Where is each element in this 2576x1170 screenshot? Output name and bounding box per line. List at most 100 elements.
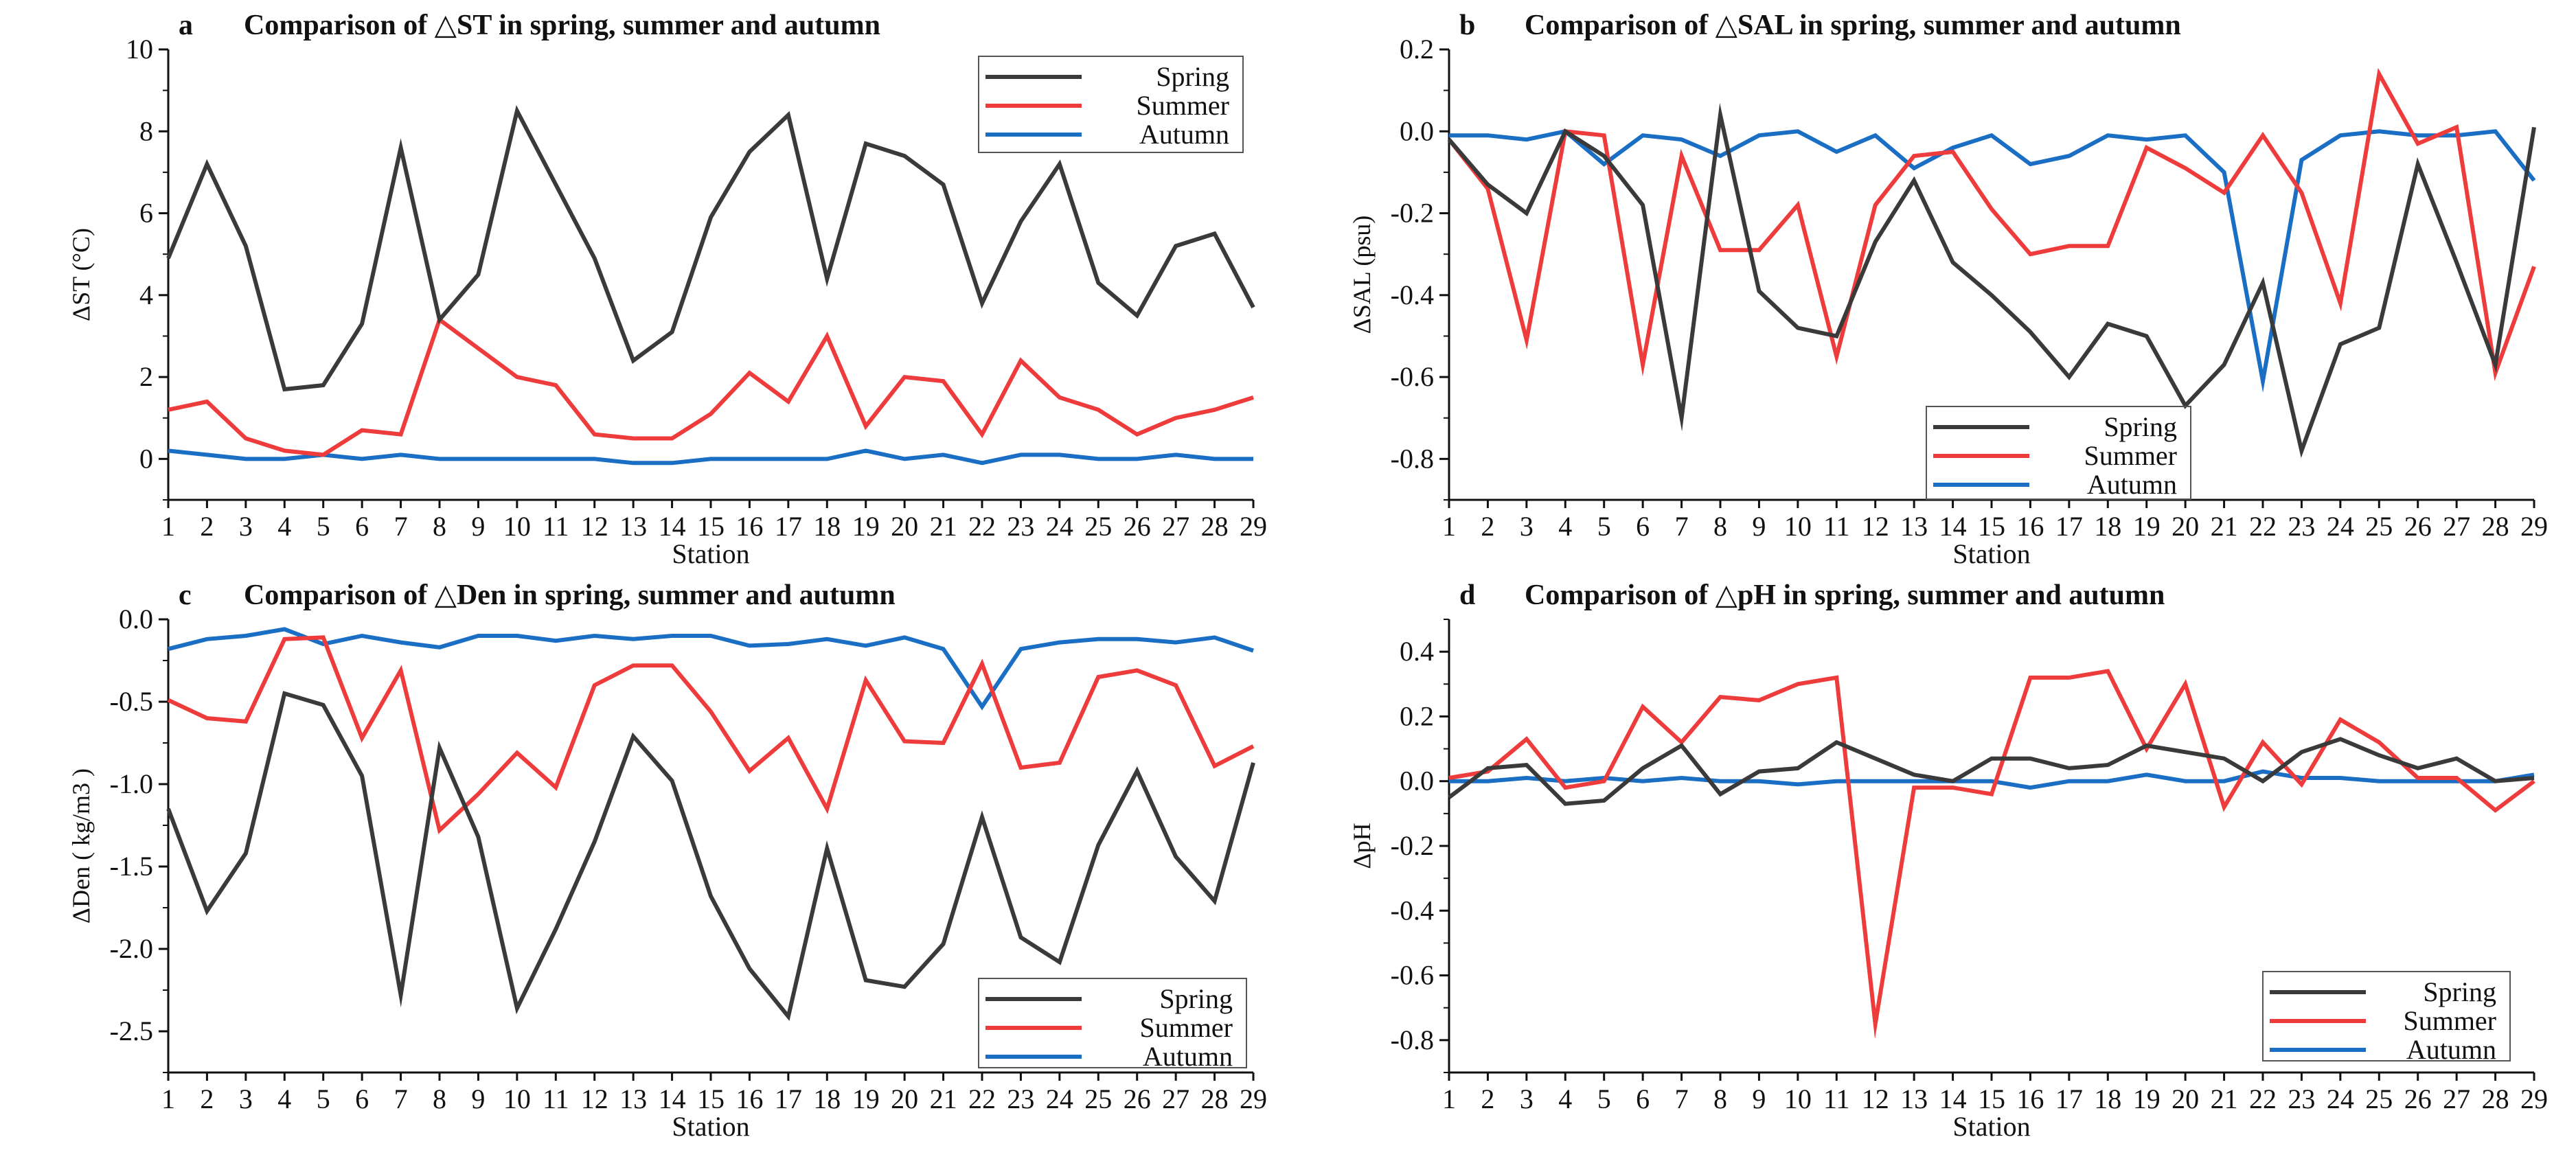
x-tick-label: 12: [1862, 511, 1889, 542]
x-tick-label: 10: [1784, 1083, 1812, 1114]
x-tick-label: 10: [1784, 511, 1812, 542]
x-tick-label: 7: [1675, 1083, 1689, 1114]
x-tick-label: 20: [891, 511, 918, 542]
x-tick-label: 8: [1713, 511, 1727, 542]
x-tick-label: 19: [2133, 1083, 2161, 1114]
x-tick-label: 18: [813, 1083, 841, 1114]
x-tick-label: 29: [2520, 1083, 2548, 1114]
x-tick-label: 26: [2404, 1083, 2432, 1114]
x-tick-label: 24: [1046, 511, 1073, 542]
x-tick-label: 3: [1520, 1083, 1534, 1114]
x-axis-title: Station: [1952, 1111, 2030, 1142]
y-tick-label: 8: [139, 115, 153, 146]
y-tick-label: 0.4: [1400, 636, 1434, 667]
y-tick-label: -0.6: [1391, 361, 1434, 392]
x-axis-title: Station: [672, 538, 749, 569]
x-tick-label: 11: [1823, 511, 1850, 542]
x-tick-label: 28: [2482, 1083, 2509, 1114]
x-tick-label: 22: [968, 1083, 996, 1114]
x-tick-label: 28: [1201, 511, 1229, 542]
legend-label-autumn: Autumn: [1139, 119, 1229, 150]
y-tick-label: 0.0: [1400, 766, 1434, 796]
x-tick-label: 4: [277, 511, 291, 542]
x-tick-label: 16: [2016, 511, 2044, 542]
x-tick-label: 19: [852, 511, 880, 542]
legend-label-autumn: Autumn: [2406, 1034, 2496, 1065]
series-line-summer: [168, 316, 1254, 457]
x-tick-label: 17: [2055, 511, 2083, 542]
x-tick-label: 21: [2211, 511, 2238, 542]
panel-letter: d: [1459, 580, 1475, 611]
series-line-autumn: [1449, 129, 2536, 393]
x-tick-label: 13: [1900, 1083, 1928, 1114]
series-line-spring: [166, 105, 1255, 392]
y-tick-label: -0.4: [1391, 279, 1434, 310]
y-tick-label: -0.8: [1391, 443, 1434, 474]
x-tick-label: 27: [1162, 1083, 1189, 1114]
x-tick-label: 27: [1162, 511, 1189, 542]
legend-label-summer: Summer: [1139, 1012, 1233, 1043]
panel-title: Comparison of △Den in spring, summer and…: [244, 580, 896, 611]
x-tick-label: 21: [930, 1083, 957, 1114]
y-tick-label: 0.0: [119, 604, 153, 634]
series-line-summer: [167, 635, 1255, 834]
x-tick-label: 8: [1713, 1083, 1727, 1114]
x-tick-label: 28: [2482, 511, 2509, 542]
x-tick-label: 24: [2327, 1083, 2354, 1114]
x-tick-label: 25: [2365, 511, 2393, 542]
y-tick-label: 0.2: [1400, 700, 1434, 731]
y-tick-label: -2.5: [110, 1016, 153, 1046]
x-tick-label: 3: [239, 511, 253, 542]
y-tick-label: -0.6: [1391, 960, 1434, 991]
x-tick-label: 20: [2172, 511, 2199, 542]
x-tick-label: 4: [277, 1083, 291, 1114]
legend-frame: [1926, 406, 2191, 500]
x-tick-label: 21: [2211, 1083, 2238, 1114]
x-tick-label: 1: [1442, 511, 1456, 542]
x-tick-label: 6: [1636, 1083, 1650, 1114]
x-tick-label: 14: [659, 511, 686, 542]
x-tick-label: 8: [433, 511, 446, 542]
x-tick-label: 12: [581, 1083, 608, 1114]
x-tick-label: 25: [1084, 511, 1112, 542]
x-tick-label: 20: [891, 1083, 918, 1114]
x-tick-label: 12: [1862, 1083, 1889, 1114]
panel-letter: c: [179, 580, 192, 611]
x-tick-label: 18: [813, 511, 841, 542]
y-tick-label: 4: [139, 279, 153, 310]
series-line-autumn: [1449, 769, 2535, 790]
legend-label-summer: Summer: [2403, 1005, 2496, 1036]
x-tick-label: 2: [200, 1083, 214, 1114]
panel-b: 0.20.0-0.2-0.4-0.6-0.81 2 3 4 5 6 7 8 9 10 11 12 13 1…: [1348, 10, 2548, 569]
series-line-spring: [1447, 102, 2536, 458]
y-tick-label: 6: [139, 198, 153, 229]
x-tick-label: 18: [2094, 1083, 2121, 1114]
x-tick-label: 15: [697, 511, 725, 542]
x-tick-label: 5: [317, 1083, 330, 1114]
x-tick-label: 9: [1752, 1083, 1766, 1114]
x-tick-label: 13: [1900, 511, 1928, 542]
y-axis-title: ΔSAL (psu): [1348, 216, 1376, 334]
legend-label-spring: Spring: [2104, 411, 2177, 442]
x-tick-label: 19: [2133, 511, 2161, 542]
x-tick-label: 12: [581, 511, 608, 542]
panel-d: 0.40.20.0-0.2-0.4-0.6-0.81 2 3 4 5 6 7 8 9 10 11 12…: [1348, 580, 2548, 1142]
x-tick-label: 23: [1007, 1083, 1034, 1114]
legend-label-spring: Spring: [1156, 61, 1229, 92]
x-tick-label: 6: [355, 511, 369, 542]
x-tick-label: 9: [471, 511, 485, 542]
x-tick-label: 15: [1978, 1083, 2005, 1114]
x-tick-label: 16: [736, 1083, 763, 1114]
x-tick-label: 24: [1046, 1083, 1073, 1114]
x-tick-label: 6: [355, 1083, 369, 1114]
x-tick-label: 14: [1939, 511, 1967, 542]
x-tick-label: 29: [1240, 1083, 1267, 1114]
x-tick-label: 27: [2443, 1083, 2470, 1114]
x-tick-label: 29: [2520, 511, 2548, 542]
x-tick-label: 14: [659, 1083, 686, 1114]
y-axis-title: ΔDen ( kg/m3 ): [67, 768, 95, 924]
x-tick-label: 3: [239, 1083, 253, 1114]
y-tick-label: -0.8: [1391, 1024, 1434, 1055]
x-tick-label: 1: [161, 1083, 175, 1114]
